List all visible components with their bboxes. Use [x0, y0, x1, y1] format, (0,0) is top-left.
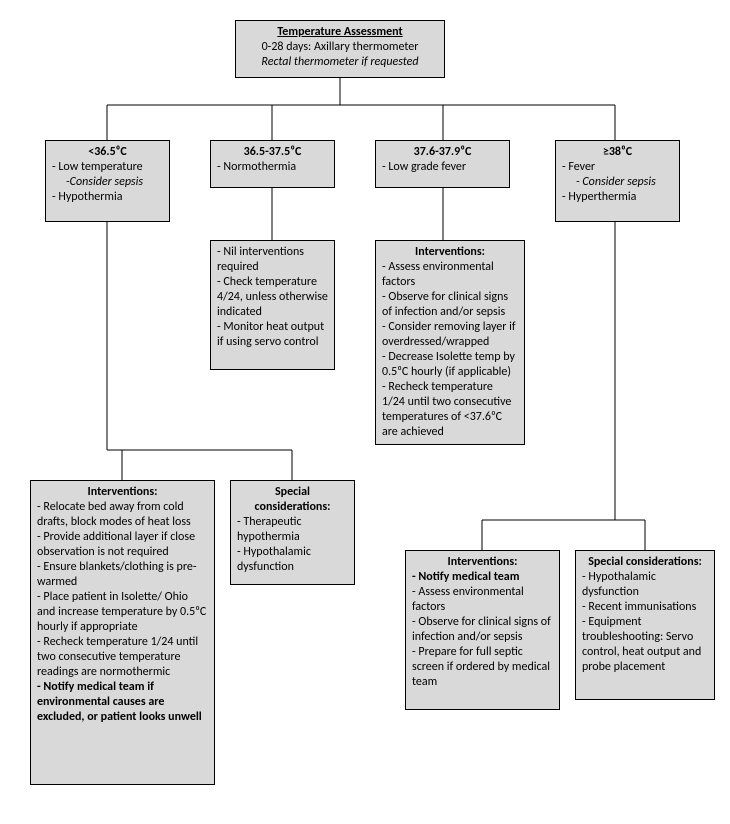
high-interventions-box: Interventions: - Notify medical team- As…: [405, 550, 560, 710]
bullet-line: - Monitor heat output if using servo con…: [217, 320, 328, 350]
temp-low-header: <36.5⁰C: [52, 145, 163, 160]
high-special-box: Special considerations: - Hypothalamic d…: [575, 550, 715, 700]
bullet-line: - Prepare for full septic screen if orde…: [412, 645, 553, 690]
temp-normal-header: 36.5-37.5⁰C: [217, 145, 328, 160]
bullet-line: - Observe for clinical signs of infectio…: [382, 290, 518, 320]
temp-low-bullets: - Low temperature-Consider sepsis- Hypot…: [52, 160, 163, 205]
bullet-line: - Hypothalamic dysfunction: [582, 570, 708, 600]
temp-high-box: ≥38⁰C - Fever- Consider sepsis- Hyperthe…: [555, 140, 680, 222]
bullet-line: - Nil interventions required: [217, 245, 328, 275]
low-spec-title: Special considerations:: [237, 485, 348, 515]
root-box: Temperature Assessment 0-28 days: Axilla…: [235, 20, 445, 78]
lowgrade-interventions-lines: - Assess environmental factors- Observe …: [382, 260, 518, 440]
lowgrade-int-title: Interventions:: [382, 245, 518, 260]
temp-low-box: <36.5⁰C - Low temperature-Consider sepsi…: [45, 140, 170, 222]
root-title: Temperature Assessment: [242, 25, 438, 40]
bullet-line: - Relocate bed away from cold drafts, bl…: [37, 500, 208, 530]
high-int-title: Interventions:: [412, 555, 553, 570]
bullet-line: - Hypothalamic dysfunction: [237, 545, 348, 575]
low-interventions-lines: - Relocate bed away from cold drafts, bl…: [37, 500, 208, 725]
temp-normal-bullets: - Normothermia: [217, 160, 328, 175]
temp-lowgrade-box: 37.6-37.9⁰C - Low grade fever: [375, 140, 510, 188]
root-line3: Rectal thermometer if requested: [242, 55, 438, 70]
bullet-line: - Equipment troubleshooting: Servo contr…: [582, 615, 708, 675]
root-line2: 0-28 days: Axillary thermometer: [242, 40, 438, 55]
temp-normal-box: 36.5-37.5⁰C - Normothermia: [210, 140, 335, 188]
normal-interventions-lines: - Nil interventions required- Check temp…: [217, 245, 328, 350]
bullet-line: - Recheck temperature 1/24 until two con…: [37, 635, 208, 680]
high-interventions-lines: - Notify medical team- Assess environmen…: [412, 570, 553, 690]
bullet-line: - Notify medical team: [412, 570, 553, 585]
bullet-line: - Assess environmental factors: [382, 260, 518, 290]
bullet-line: - Recent immunisations: [582, 600, 708, 615]
bullet-line: - Hypothermia: [52, 190, 163, 205]
temp-lowgrade-header: 37.6-37.9⁰C: [382, 145, 503, 160]
bullet-line: - Normothermia: [217, 160, 328, 175]
temp-high-bullets: - Fever- Consider sepsis- Hyperthermia: [562, 160, 673, 205]
bullet-line: - Assess environmental factors: [412, 585, 553, 615]
low-special-lines: - Therapeutic hypothermia- Hypothalamic …: [237, 515, 348, 575]
bullet-line: - Provide additional layer if close obse…: [37, 530, 208, 560]
bullet-line: - Hyperthermia: [562, 190, 673, 205]
low-interventions-box: Interventions: - Relocate bed away from …: [30, 480, 215, 785]
low-int-title: Interventions:: [37, 485, 208, 500]
lowgrade-interventions-box: Interventions: - Assess environmental fa…: [375, 240, 525, 445]
temp-high-header: ≥38⁰C: [562, 145, 673, 160]
bullet-line: - Consider sepsis: [576, 175, 673, 190]
bullet-line: - Place patient in Isolette/ Ohio and in…: [37, 590, 208, 635]
bullet-line: - Observe for clinical signs of infectio…: [412, 615, 553, 645]
low-special-box: Special considerations: - Therapeutic hy…: [230, 480, 355, 585]
bullet-line: - Low temperature: [52, 160, 163, 175]
bullet-line: - Consider removing layer if overdressed…: [382, 320, 518, 350]
bullet-line: - Therapeutic hypothermia: [237, 515, 348, 545]
bullet-line: - Ensure blankets/clothing is pre-warmed: [37, 560, 208, 590]
bullet-line: - Fever: [562, 160, 673, 175]
bullet-line: -Consider sepsis: [66, 175, 163, 190]
temp-lowgrade-bullets: - Low grade fever: [382, 160, 503, 175]
normal-interventions-box: - Nil interventions required- Check temp…: [210, 240, 335, 370]
high-spec-title: Special considerations:: [582, 555, 708, 570]
bullet-line: - Low grade fever: [382, 160, 503, 175]
bullet-line: - Recheck temperature 1/24 until two con…: [382, 380, 518, 440]
bullet-line: - Decrease Isolette temp by 0.5⁰C hourly…: [382, 350, 518, 380]
high-special-lines: - Hypothalamic dysfunction- Recent immun…: [582, 570, 708, 675]
bullet-line: - Notify medical team if environmental c…: [37, 680, 208, 725]
bullet-line: - Check temperature 4/24, unless otherwi…: [217, 275, 328, 320]
